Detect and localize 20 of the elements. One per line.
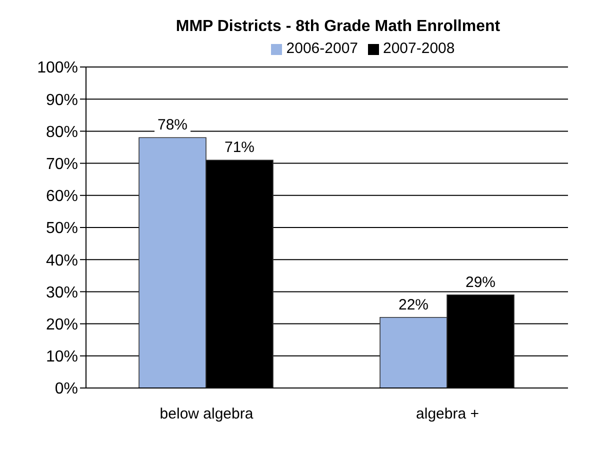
y-tick-label: 30% <box>46 284 78 302</box>
legend-label: 2007-2008 <box>383 40 455 57</box>
y-tick-label: 10% <box>46 348 78 366</box>
y-tick-label: 40% <box>46 252 78 270</box>
data-label: 22% <box>398 296 429 314</box>
legend-label: 2006-2007 <box>286 40 358 57</box>
y-tick-label: 100% <box>37 60 78 77</box>
x-tick-label: below algebra <box>160 406 254 423</box>
y-tick-label: 50% <box>46 220 78 238</box>
y-tick-label: 80% <box>46 124 78 141</box>
y-tick-label: 20% <box>46 316 78 334</box>
y-tick-label: 90% <box>46 92 78 109</box>
y-tick-label: 70% <box>46 156 78 173</box>
y-tick-label: 0% <box>54 380 78 398</box>
x-tick-label: algebra + <box>416 406 480 423</box>
data-label: 71% <box>224 139 255 156</box>
chart-title: MMP Districts - 8th Grade Math Enrollment <box>174 17 502 37</box>
y-tick-label: 60% <box>46 188 78 206</box>
data-label: 78% <box>158 116 188 134</box>
data-label: 29% <box>466 274 496 291</box>
